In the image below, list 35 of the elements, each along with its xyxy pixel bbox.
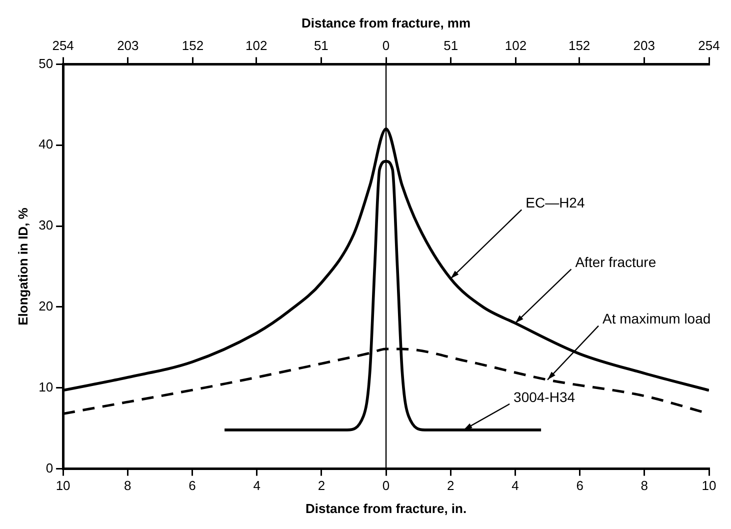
x2-tick-label: 203 bbox=[117, 38, 139, 53]
x-tick-label: 0 bbox=[382, 478, 390, 494]
y-tick-label: 10 bbox=[38, 379, 54, 394]
x2-axis-title: Distance from fracture, mm bbox=[302, 15, 471, 30]
x2-tick-label: 152 bbox=[568, 38, 590, 53]
x2-tick-label: 152 bbox=[182, 38, 204, 53]
x-tick-label: 2 bbox=[318, 478, 326, 494]
x-tick-label: 4 bbox=[253, 478, 260, 494]
x2-tick-label: 254 bbox=[52, 38, 74, 53]
y-tick-label: 0 bbox=[46, 460, 54, 476]
x-tick-label: 6 bbox=[576, 478, 584, 494]
x-tick-label: 6 bbox=[188, 478, 196, 494]
x-tick-label: 10 bbox=[702, 478, 716, 494]
y-tick-label: 20 bbox=[38, 298, 54, 314]
x2-tick-label: 102 bbox=[504, 38, 527, 53]
annotation: At maximum load bbox=[602, 310, 711, 327]
x2-tick-label: 254 bbox=[698, 38, 720, 53]
y-tick-label: 40 bbox=[38, 136, 54, 152]
x2-tick-label: 102 bbox=[245, 38, 268, 53]
annotation: EC—H24 bbox=[526, 194, 585, 210]
x2-tick-label: 203 bbox=[633, 38, 656, 53]
y-axis-title: Elongation in ID, % bbox=[15, 207, 30, 326]
x-tick-label: 8 bbox=[124, 478, 132, 494]
y-tick-label: 50 bbox=[38, 56, 54, 71]
x2-tick-label: 51 bbox=[314, 38, 328, 53]
x-tick-label: 8 bbox=[640, 478, 648, 494]
annotation: 3004-H34 bbox=[514, 388, 576, 405]
x-tick-label: 4 bbox=[512, 478, 519, 494]
x2-tick-label: 51 bbox=[444, 38, 458, 53]
x-tick-label: 10 bbox=[56, 478, 70, 494]
x-axis-title: Distance from fracture, in. bbox=[305, 500, 467, 516]
annotation: After fracture bbox=[575, 254, 656, 270]
y-tick-label: 30 bbox=[38, 218, 54, 233]
x-tick-label: 2 bbox=[447, 478, 454, 494]
x2-tick-label: 0 bbox=[382, 38, 390, 53]
